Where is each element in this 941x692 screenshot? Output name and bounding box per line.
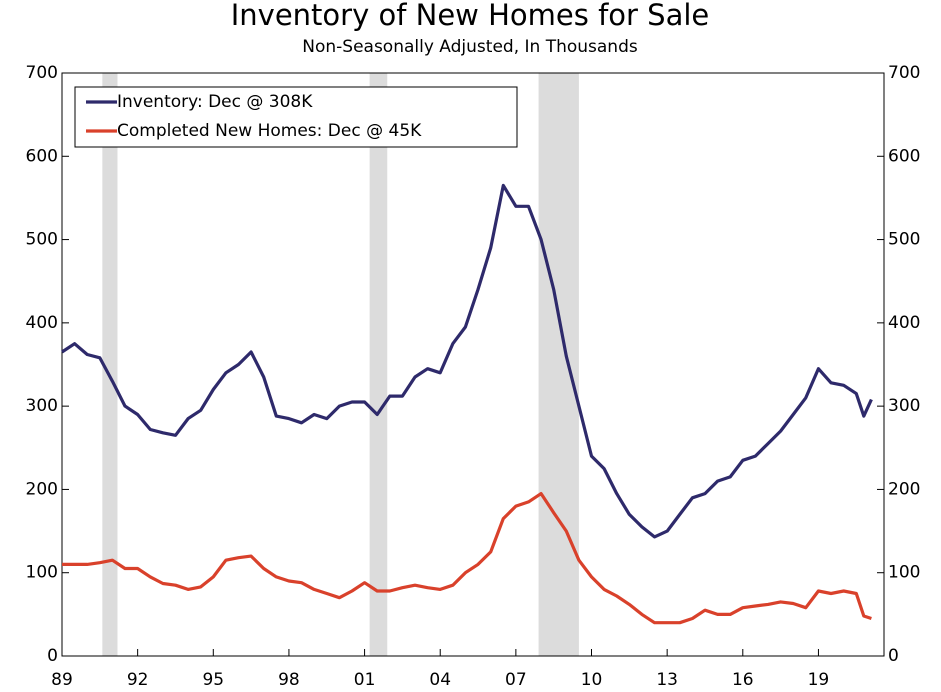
x-tick-label: 10 (581, 670, 603, 690)
series-line (61, 183, 873, 539)
y-tick-label: 200 (26, 479, 58, 499)
legend-box (74, 86, 518, 148)
y-tick-label: 500 (26, 230, 58, 250)
x-tick-label: 19 (808, 670, 830, 690)
plot-frame (61, 72, 885, 657)
legend-label: Inventory: Dec @ 308K (117, 92, 313, 112)
x-tick-label: 16 (732, 670, 754, 690)
y-tick-label: 100 (26, 563, 58, 583)
series-line (62, 492, 872, 625)
y2-tick-label: 600 (888, 146, 920, 166)
chart-subtitle: Non-Seasonally Adjusted, In Thousands (302, 37, 638, 57)
y-tick-label: 600 (26, 146, 58, 166)
x-tick-label: 01 (354, 670, 376, 690)
y-tick-label: 400 (26, 313, 58, 333)
y2-tick-label: 500 (888, 230, 920, 250)
x-tick-label: 92 (127, 670, 149, 690)
y2-tick-label: 200 (888, 479, 920, 499)
y2-tick-label: 400 (888, 313, 920, 333)
x-tick-label: 04 (429, 670, 451, 690)
recession-band (538, 73, 579, 656)
y-tick-label: 300 (26, 396, 58, 416)
y-tick-label: 700 (26, 63, 58, 83)
x-tick-label: 13 (656, 670, 678, 690)
y2-tick-label: 0 (888, 646, 899, 666)
legend-label: Completed New Homes: Dec @ 45K (117, 121, 422, 141)
x-tick-label: 07 (505, 670, 527, 690)
y2-tick-label: 100 (888, 563, 920, 583)
recession-band (102, 73, 118, 656)
recession-band (369, 73, 388, 656)
x-tick-label: 95 (202, 670, 224, 690)
y-tick-label: 0 (47, 646, 58, 666)
x-tick-label: 98 (278, 670, 300, 690)
y2-tick-label: 300 (888, 396, 920, 416)
chart-title: Inventory of New Homes for Sale (231, 0, 710, 32)
y2-tick-label: 700 (888, 63, 920, 83)
x-tick-label: 89 (51, 670, 73, 690)
